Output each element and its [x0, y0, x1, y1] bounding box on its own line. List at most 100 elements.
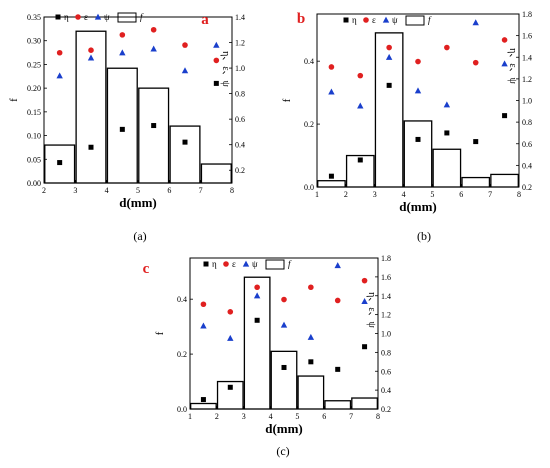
marker-eps	[357, 72, 364, 79]
x-tick-label: 1	[315, 190, 319, 199]
marker-psi	[361, 298, 368, 305]
legend-marker-eps	[75, 14, 81, 20]
bar-f	[432, 148, 462, 188]
marker-eta	[281, 364, 287, 370]
y2-tick-label: 0.8	[235, 90, 245, 99]
x-tick-label: 8	[517, 190, 521, 199]
y2-tick-label: 0.4	[381, 386, 391, 395]
marker-eps	[386, 44, 392, 51]
x-tick-label: 3	[242, 412, 246, 421]
marker-eta	[357, 157, 363, 163]
marker-eps	[182, 42, 188, 48]
y2-tick-label: 1.6	[381, 273, 391, 282]
x-axis-label: d(mm)	[119, 195, 157, 210]
marker-psi	[307, 333, 315, 340]
marker-psi	[200, 322, 207, 329]
marker-eta	[57, 160, 63, 166]
y-tick-label: 0.4	[304, 57, 314, 66]
x-tick-label: 4	[269, 412, 273, 421]
legend-marker-eta	[343, 17, 349, 23]
marker-psi	[227, 334, 234, 341]
x-tick-label: 7	[349, 412, 353, 421]
panel-letter: b	[297, 11, 305, 27]
marker-eta	[151, 123, 157, 129]
y-axis-label: f	[8, 98, 20, 102]
marker-eps	[56, 49, 63, 56]
y-tick-label: 0.0	[304, 183, 314, 192]
y2-tick-label: 0.6	[522, 140, 532, 149]
bar-f	[75, 30, 107, 184]
marker-psi	[357, 102, 364, 109]
marker-psi	[328, 88, 335, 95]
legend-marker-psi	[242, 260, 250, 267]
marker-eta	[473, 139, 479, 145]
y2-tick-label: 0.2	[235, 166, 245, 175]
x-tick-label: 7	[488, 190, 492, 199]
marker-eps	[254, 284, 260, 291]
y2-axis-label: η、ε、ψ	[366, 292, 377, 328]
y2-tick-label: 1.4	[522, 53, 532, 62]
bar-f	[216, 380, 244, 410]
y2-tick-label: 0.4	[522, 161, 532, 170]
legend-label-psi: ψ	[104, 12, 110, 22]
y2-axis-label: η、ε、ψ	[507, 48, 518, 84]
y2-tick-label: 1.2	[235, 39, 245, 48]
marker-eps	[150, 26, 157, 33]
marker-eta	[213, 80, 219, 86]
panel-letter: c	[143, 261, 150, 277]
legend-marker-eta	[203, 261, 209, 267]
marker-eta	[254, 317, 260, 323]
x-tick-label: 6	[322, 412, 326, 421]
legend-swatch-f	[117, 12, 137, 23]
marker-psi	[280, 321, 288, 328]
x-tick-label: 3	[373, 190, 377, 199]
x-tick-label: 4	[402, 190, 406, 199]
bar-f	[138, 87, 170, 184]
y-tick-label: 0.2	[177, 350, 187, 359]
legend-label-eps: ε	[372, 15, 376, 25]
legend-label-psi: ψ	[252, 259, 258, 269]
legend-marker-eps	[363, 17, 369, 23]
plot-frame	[316, 13, 520, 188]
bar-f	[169, 125, 201, 184]
y-tick-label: 0.25	[27, 60, 41, 69]
y-tick-label: 0.4	[177, 295, 187, 304]
x-axis-label: d(mm)	[265, 421, 303, 436]
bar-f	[403, 120, 433, 188]
x-tick-label: 6	[459, 190, 463, 199]
bar-f	[243, 276, 271, 410]
panel-c: 1 2 3 4 5 6 7 8 0.0 0.2 0.4 0.2 0.4 0.6 0.8 1.0 1.2 1.4 1.…	[143, 254, 391, 458]
y2-tick-label: 1.8	[381, 254, 391, 263]
legend-label-eps: ε	[232, 259, 236, 269]
marker-eps	[200, 301, 207, 308]
y2-tick-label: 1.0	[381, 330, 391, 339]
x-tick-label: 5	[136, 186, 140, 195]
y2-axis-label: η、ε、ψ	[220, 51, 231, 87]
marker-eta	[328, 173, 334, 179]
y2-tick-label: 0.6	[381, 367, 391, 376]
y-tick-label: 0.0	[177, 405, 187, 414]
bar-f	[374, 32, 404, 188]
marker-eps	[361, 277, 368, 284]
bar-f	[190, 402, 217, 410]
y2-tick-label: 0.8	[522, 118, 532, 127]
x-tick-label: 1	[188, 412, 192, 421]
marker-psi	[385, 53, 393, 60]
y-tick-label: 0.35	[27, 13, 41, 22]
y2-tick-label: 0.6	[235, 115, 245, 124]
y-tick-label: 0.10	[27, 132, 41, 141]
panel-caption: (c)	[276, 444, 289, 458]
x-tick-label: 6	[167, 186, 171, 195]
marker-eta	[119, 126, 125, 132]
marker-psi	[119, 49, 126, 56]
y2-tick-label: 1.4	[381, 292, 391, 301]
marker-psi	[414, 87, 422, 94]
marker-eps	[213, 57, 220, 64]
legend-label-f: f	[288, 259, 292, 269]
legend-label-eta: η	[212, 259, 217, 269]
x-axis-label: d(mm)	[399, 199, 437, 214]
marker-psi	[443, 101, 451, 108]
y2-tick-label: 1.0	[235, 64, 245, 73]
marker-eta	[308, 359, 314, 365]
